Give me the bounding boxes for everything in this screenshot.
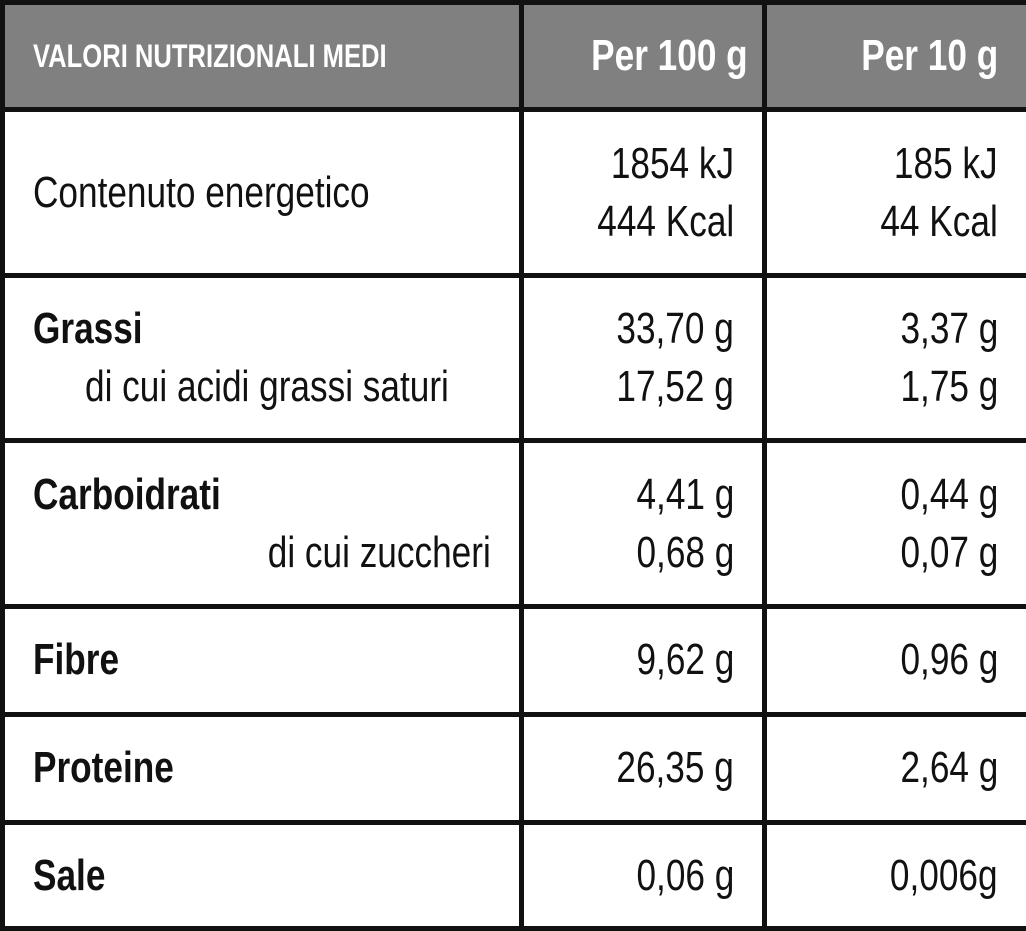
table-row: Carboidrati di cui zuccheri 4,41 g 0,68 g 0,… (0, 438, 1026, 609)
value-line: 9,62 g (552, 631, 734, 689)
value-line: 0,44 g (795, 466, 998, 524)
value-text: 17,52 g (616, 362, 734, 411)
value-line: 44 Kcal (795, 193, 998, 251)
label-line: Contenuto energetico (33, 164, 491, 222)
value-line: 0,006g (795, 847, 998, 905)
value-cell: 185 kJ 44 Kcal (762, 107, 1026, 278)
value-cell: 0,96 g (762, 604, 1026, 717)
nutrient-sub: di cui acidi grassi saturi (85, 362, 449, 411)
label-line: Sale (33, 847, 491, 905)
value-line: 33,70 g (552, 300, 734, 358)
label-line: di cui zuccheri (33, 524, 491, 582)
value-line: 17,52 g (552, 358, 734, 416)
label-cell: Sale (0, 820, 524, 931)
label-cell: Fibre (0, 604, 524, 717)
value-text: 2,64 g (900, 743, 998, 793)
value-line: 3,37 g (795, 300, 998, 358)
header-cell: VALORI NUTRIZIONALI MEDI (0, 0, 524, 112)
label-line: Grassi (33, 300, 491, 358)
table-row: Contenuto energetico 1854 kJ 444 Kcal 185 k… (0, 107, 1026, 278)
nutrient-name: Fibre (33, 635, 120, 685)
value-text: 0,96 g (900, 635, 998, 685)
table-row: Fibre 9,62 g 0,96 g (0, 604, 1026, 717)
value-cell: 0,44 g 0,07 g (762, 438, 1026, 609)
value-text: 0,07 g (900, 527, 998, 577)
value-text: 44 Kcal (880, 196, 998, 246)
value-line: 1,75 g (795, 358, 998, 416)
nutrient-name: Proteine (33, 743, 174, 793)
value-cell: 33,70 g 17,52 g (519, 273, 767, 443)
table-body: Contenuto energetico 1854 kJ 444 Kcal 185 k… (0, 107, 1026, 931)
value-line: 2,64 g (795, 739, 998, 797)
label-cell: Contenuto energetico (0, 107, 524, 278)
value-text: 0,006g (890, 850, 998, 900)
nutrient-name: Grassi (33, 304, 143, 353)
label-cell: Carboidrati di cui zuccheri (0, 438, 524, 609)
value-line: 0,68 g (552, 524, 734, 582)
table-row: Grassi di cui acidi grassi saturi 33,70 g 1… (0, 273, 1026, 443)
value-text: 0,44 g (900, 469, 998, 519)
value-line: 1854 kJ (552, 135, 734, 193)
value-line: 4,41 g (552, 466, 734, 524)
value-line: 0,06 g (552, 847, 734, 905)
header-row: VALORI NUTRIZIONALI MEDI Per 100 g Per 1… (0, 0, 1026, 112)
value-text: 0,06 g (636, 850, 734, 900)
value-cell: 1854 kJ 444 Kcal (519, 107, 767, 278)
label-cell: Proteine (0, 711, 524, 826)
value-cell: 26,35 g (519, 711, 767, 826)
nutrient-sub: di cui zuccheri (267, 527, 491, 577)
value-text: 3,37 g (900, 304, 998, 353)
header-cell: Per 10 g (762, 0, 1026, 112)
header-text: Per 100 g (591, 31, 748, 80)
value-text: 33,70 g (616, 304, 734, 353)
header-text: VALORI NUTRIZIONALI MEDI (33, 38, 387, 74)
value-line: 0,07 g (795, 524, 998, 582)
table-row: Proteine 26,35 g 2,64 g (0, 711, 1026, 826)
label-line: Proteine (33, 739, 491, 797)
nutrient-name: Sale (33, 850, 106, 900)
value-cell: 2,64 g (762, 711, 1026, 826)
value-line: 444 Kcal (552, 193, 734, 251)
value-cell: 0,06 g (519, 820, 767, 931)
value-cell: 0,006g (762, 820, 1026, 931)
table-row: Sale 0,06 g 0,006g (0, 820, 1026, 931)
value-text: 26,35 g (616, 743, 734, 793)
value-line: 26,35 g (552, 739, 734, 797)
value-text: 0,68 g (636, 527, 734, 577)
value-cell: 9,62 g (519, 604, 767, 717)
value-text: 1854 kJ (610, 138, 734, 188)
label-line: di cui acidi grassi saturi (33, 358, 491, 416)
value-text: 4,41 g (636, 469, 734, 519)
value-text: 444 Kcal (597, 196, 734, 246)
value-text: 185 kJ (894, 138, 998, 188)
value-cell: 4,41 g 0,68 g (519, 438, 767, 609)
nutrient-name: Carboidrati (33, 469, 221, 519)
label-cell: Grassi di cui acidi grassi saturi (0, 273, 524, 443)
value-line: 185 kJ (795, 135, 998, 193)
header-cell: Per 100 g (519, 0, 767, 112)
value-cell: 3,37 g 1,75 g (762, 273, 1026, 443)
value-text: 1,75 g (900, 362, 998, 411)
label-line: Fibre (33, 631, 491, 689)
value-text: 9,62 g (636, 635, 734, 685)
header-text: Per 10 g (861, 31, 998, 80)
value-line: 0,96 g (795, 631, 998, 689)
nutrient-name: Contenuto energetico (33, 167, 370, 217)
label-line: Carboidrati (33, 466, 491, 524)
